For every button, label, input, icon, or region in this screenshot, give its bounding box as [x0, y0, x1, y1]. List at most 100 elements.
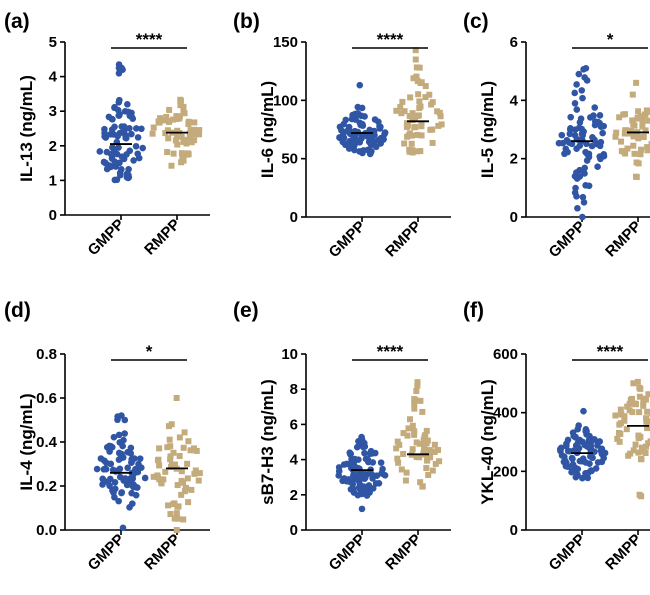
gmpp-point	[103, 443, 111, 451]
gmpp-point	[115, 497, 122, 505]
rmpp-point	[415, 91, 422, 98]
rmpp-point	[394, 438, 401, 445]
y-tick-label: 10	[281, 346, 298, 363]
rmpp-point	[167, 456, 174, 463]
rmpp-point	[423, 427, 430, 434]
panel-b: (b) IL-6 (ng/mL) 0 50 100 150 GMPP RMPP ****	[233, 10, 451, 261]
rmpp-point	[192, 467, 199, 474]
y-axis-label: IL-13 (ng/mL)	[17, 75, 36, 182]
gmpp-point	[581, 74, 588, 81]
y-tick-label: 0	[510, 522, 518, 539]
rmpp-point	[156, 462, 163, 469]
gmpp-point	[566, 130, 574, 138]
rmpp-point	[174, 141, 181, 148]
y-tick-label: 50	[281, 151, 298, 168]
rmpp-point	[168, 162, 175, 169]
gmpp-point	[572, 433, 579, 441]
gmpp-point	[575, 124, 583, 132]
x-tick-label-rmpp: RMPP	[141, 531, 184, 574]
rmpp-point	[640, 395, 647, 402]
rmpp-point	[156, 445, 163, 452]
rmpp-point	[417, 103, 424, 110]
gmpp-point	[103, 148, 111, 156]
rmpp-point	[191, 119, 198, 126]
rmpp-point	[185, 121, 192, 128]
rmpp-point	[643, 107, 650, 114]
gmpp-point	[573, 106, 581, 113]
gmpp-point	[116, 465, 124, 473]
gmpp-point	[349, 111, 356, 119]
gmpp-point	[110, 148, 118, 155]
rmpp-point	[397, 104, 404, 111]
gmpp-point	[134, 150, 142, 158]
gmpp-point	[562, 442, 570, 450]
rmpp-point	[630, 142, 637, 149]
rmpp-point	[432, 460, 439, 467]
rmpp-point	[393, 107, 400, 114]
rmpp-point	[175, 503, 182, 510]
rmpp-point	[395, 459, 402, 466]
gmpp-point	[363, 492, 371, 499]
rmpp-point	[191, 126, 198, 133]
rmpp-point	[177, 97, 184, 104]
rmpp-point	[405, 425, 412, 432]
rmpp-point	[394, 455, 401, 462]
rmpp-point	[402, 477, 409, 484]
x-tick-label-gmpp: GMPP	[326, 218, 369, 261]
gmpp-point	[345, 128, 352, 136]
rmpp-point	[178, 468, 185, 475]
gmpp-point	[110, 433, 118, 441]
rmpp-point	[413, 73, 420, 80]
rmpp-point	[632, 173, 639, 180]
rmpp-point	[191, 131, 198, 138]
gmpp-point	[573, 145, 580, 152]
rmpp-point	[427, 126, 434, 133]
rmpp-point	[422, 94, 429, 101]
gmpp-point	[583, 140, 590, 148]
gmpp-point	[351, 146, 358, 154]
rmpp-point	[636, 393, 643, 400]
gmpp-point	[104, 478, 112, 486]
gmpp-point	[345, 145, 353, 152]
rmpp-point	[648, 410, 650, 417]
rmpp-point	[398, 466, 405, 473]
rmpp-point	[187, 135, 194, 142]
gmpp-point	[139, 144, 147, 152]
rmpp-point	[406, 113, 413, 120]
rmpp-point	[411, 405, 418, 412]
rmpp-point	[413, 64, 420, 71]
gmpp-point	[375, 136, 383, 144]
rmpp-point	[416, 454, 423, 461]
rmpp-point	[155, 456, 162, 463]
gmpp-point	[124, 100, 131, 108]
rmpp-point	[178, 491, 185, 498]
y-tick-label: 0	[510, 209, 518, 226]
panel-d: (d) IL-4 (ng/mL) 0.0 0.2 0.4 0.6 0.8 GMPP RMPP *	[4, 299, 210, 574]
gmpp-point	[116, 473, 124, 481]
gmpp-point	[581, 164, 589, 172]
gmpp-point	[361, 449, 368, 457]
rmpp-point	[638, 444, 645, 451]
x-tick-label-rmpp: RMPP	[602, 218, 645, 261]
significance-label: ****	[136, 30, 163, 49]
gmpp-point	[100, 158, 108, 166]
gmpp-point	[93, 465, 101, 473]
rmpp-point	[400, 450, 407, 457]
gmpp-point	[115, 144, 122, 151]
gmpp-point	[121, 430, 128, 437]
rmpp-point	[180, 103, 187, 110]
gmpp-point	[585, 182, 593, 190]
rmpp-point	[438, 121, 445, 128]
y-tick-label: 5	[49, 34, 57, 51]
panel-label: (e)	[233, 299, 259, 322]
rmpp-point	[435, 122, 442, 129]
x-tick-label-gmpp: GMPP	[85, 216, 128, 259]
x-tick-label-gmpp: GMPP	[326, 531, 369, 574]
x-tick-label-rmpp: RMPP	[141, 216, 184, 259]
gmpp-point	[570, 467, 577, 475]
gmpp-point	[591, 104, 599, 111]
y-axis-label: IL-4 (ng/mL)	[17, 393, 36, 490]
rmpp-point	[630, 121, 637, 128]
y-tick-label: 2	[290, 487, 298, 504]
y-tick-label: 100	[273, 92, 298, 109]
